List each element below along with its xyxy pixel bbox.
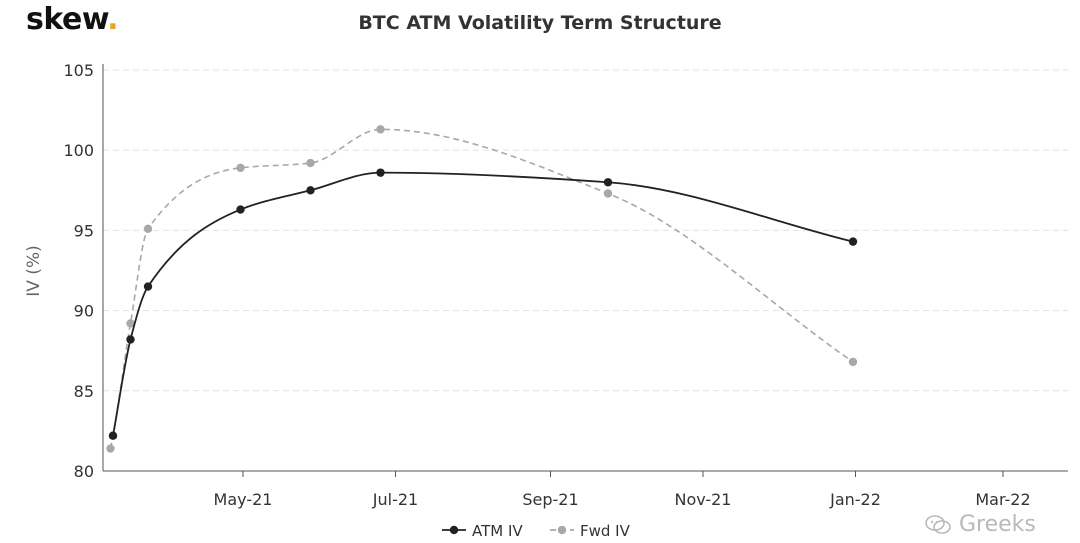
skew-logo: skew.: [26, 2, 119, 37]
axes: 80 85 90 95 100 105 May-21 Jul-21 Sep-21 Nov-21 Ja…: [63, 61, 1068, 509]
data-point-atm-iv: [236, 205, 245, 214]
data-point-atm-iv: [306, 186, 315, 195]
legend-label-atm-iv: ATM IV: [472, 522, 523, 540]
chart-title: BTC ATM Volatility Term Structure: [358, 12, 721, 34]
logo-dot: .: [107, 2, 119, 37]
wechat-icon: [925, 514, 951, 534]
legend: ATM IV Fwd IV: [442, 522, 631, 540]
y-tick-label: 85: [74, 382, 94, 401]
data-point-atm-iv: [848, 237, 858, 246]
data-point-fwd-iv: [106, 444, 115, 453]
data-point-fwd-iv: [603, 189, 613, 198]
x-tick-label: Nov-21: [675, 490, 732, 509]
data-point-fwd-iv: [848, 357, 858, 367]
x-tick-label: May-21: [214, 490, 273, 509]
y-axis-label: IV (%): [24, 245, 44, 296]
data-point-atm-iv: [108, 431, 118, 440]
x-tick-label: Jan-22: [829, 490, 881, 509]
series-lines: [106, 125, 858, 453]
data-point-atm-iv: [603, 178, 613, 187]
x-tick-label: Sep-21: [522, 490, 578, 509]
series-line-atm-iv: [112, 171, 854, 436]
legend-marker-atm-iv: [449, 525, 459, 535]
data-point-fwd-iv: [306, 158, 315, 168]
watermark-text: Greeks: [959, 512, 1036, 537]
data-point-fwd-iv: [236, 163, 245, 173]
y-tick-label: 80: [74, 462, 94, 481]
data-point-fwd-iv: [376, 125, 385, 134]
y-tick-label: 100: [63, 141, 94, 160]
y-tick-label: 95: [74, 221, 94, 240]
data-point-fwd-iv: [143, 224, 153, 233]
x-tick-label: Mar-22: [975, 490, 1030, 509]
series-line-fwd-iv: [109, 128, 854, 449]
grid-lines: [103, 69, 1068, 392]
logo-text: skew: [26, 2, 108, 37]
legend-marker-fwd-iv: [557, 525, 567, 535]
data-point-atm-iv: [376, 168, 385, 177]
legend-label-fwd-iv: Fwd IV: [580, 522, 631, 540]
data-point-fwd-iv: [126, 319, 135, 328]
y-tick-label: 90: [74, 302, 94, 321]
data-point-atm-iv: [126, 335, 135, 344]
x-tick-label: Jul-21: [372, 490, 418, 509]
y-tick-label: 105: [63, 61, 94, 80]
data-point-atm-iv: [143, 282, 153, 291]
watermark: Greeks: [925, 512, 1036, 537]
